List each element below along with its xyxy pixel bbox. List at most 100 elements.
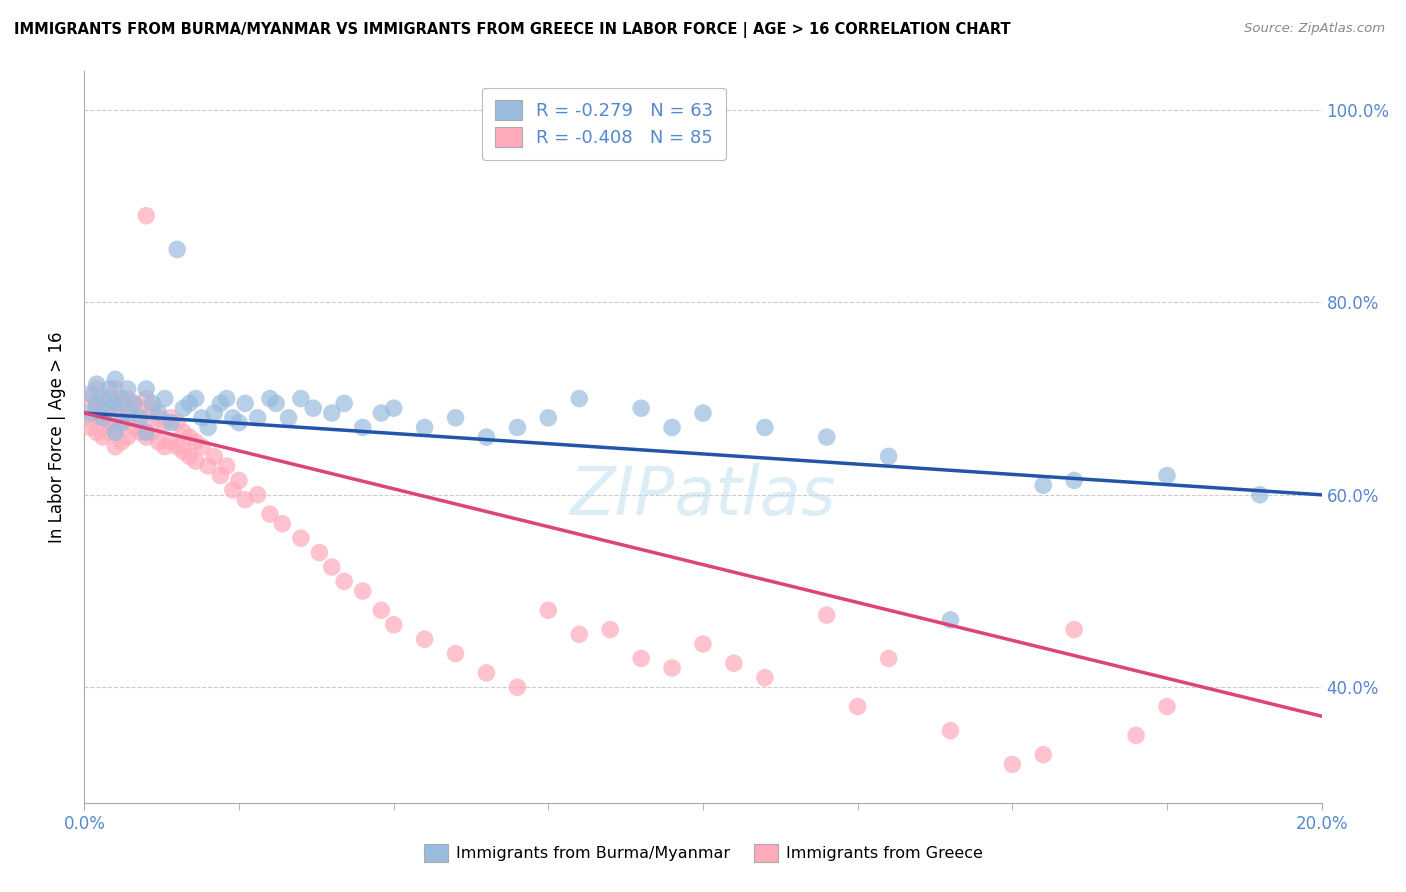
Point <box>135 425 157 440</box>
Point <box>141 401 163 416</box>
Point <box>129 401 152 416</box>
Point <box>264 396 287 410</box>
Point <box>160 416 183 430</box>
Point <box>413 420 436 434</box>
Point <box>877 651 900 665</box>
Point <box>104 396 127 410</box>
Point <box>197 420 219 434</box>
Point <box>153 392 176 406</box>
Legend: Immigrants from Burma/Myanmar, Immigrants from Greece: Immigrants from Burma/Myanmar, Immigrant… <box>418 838 988 868</box>
Point <box>444 410 467 425</box>
Point <box>333 574 356 589</box>
Point <box>191 410 214 425</box>
Point <box>321 560 343 574</box>
Point <box>117 392 139 406</box>
Point <box>104 372 127 386</box>
Point <box>79 406 101 420</box>
Point <box>104 401 127 416</box>
Point <box>117 382 139 396</box>
Point <box>91 396 114 410</box>
Point <box>1032 478 1054 492</box>
Point <box>1156 699 1178 714</box>
Point <box>215 458 238 473</box>
Point <box>110 434 132 449</box>
Point <box>122 396 145 410</box>
Point <box>184 454 207 468</box>
Point <box>179 450 201 464</box>
Point <box>104 382 127 396</box>
Point <box>129 425 152 440</box>
Point <box>222 483 245 497</box>
Point <box>91 410 114 425</box>
Point <box>246 410 269 425</box>
Point <box>475 665 498 680</box>
Point <box>568 392 591 406</box>
Point <box>370 603 392 617</box>
Point <box>444 647 467 661</box>
Point <box>228 474 250 488</box>
Point <box>413 632 436 647</box>
Point <box>382 401 405 416</box>
Point <box>141 396 163 410</box>
Point <box>209 468 232 483</box>
Point <box>271 516 294 531</box>
Point <box>104 425 127 440</box>
Point <box>172 444 194 458</box>
Point <box>333 396 356 410</box>
Point <box>122 420 145 434</box>
Point <box>184 434 207 449</box>
Text: Source: ZipAtlas.com: Source: ZipAtlas.com <box>1244 22 1385 36</box>
Point <box>166 440 188 454</box>
Point <box>117 410 139 425</box>
Point <box>475 430 498 444</box>
Point <box>197 458 219 473</box>
Point <box>352 420 374 434</box>
Point <box>135 410 157 425</box>
Point <box>723 657 745 671</box>
Point <box>153 416 176 430</box>
Point <box>86 401 108 416</box>
Point <box>86 396 108 410</box>
Point <box>506 420 529 434</box>
Point <box>537 603 560 617</box>
Point <box>79 392 101 406</box>
Point <box>222 410 245 425</box>
Point <box>135 382 157 396</box>
Point <box>117 430 139 444</box>
Point <box>91 392 114 406</box>
Point <box>754 420 776 434</box>
Point <box>104 440 127 454</box>
Point <box>228 416 250 430</box>
Point <box>370 406 392 420</box>
Point <box>160 410 183 425</box>
Point <box>104 420 127 434</box>
Point <box>86 425 108 440</box>
Point <box>135 392 157 406</box>
Point <box>172 425 194 440</box>
Point <box>86 382 108 396</box>
Point <box>110 396 132 410</box>
Point <box>352 584 374 599</box>
Point <box>939 613 962 627</box>
Point <box>1063 474 1085 488</box>
Point <box>382 617 405 632</box>
Point <box>246 488 269 502</box>
Point <box>599 623 621 637</box>
Point <box>1063 623 1085 637</box>
Point <box>1249 488 1271 502</box>
Point <box>179 396 201 410</box>
Point <box>815 430 838 444</box>
Point <box>661 420 683 434</box>
Point <box>110 416 132 430</box>
Point <box>939 723 962 738</box>
Point <box>630 651 652 665</box>
Point <box>141 425 163 440</box>
Point <box>1032 747 1054 762</box>
Point <box>166 243 188 257</box>
Point <box>86 377 108 392</box>
Point <box>877 450 900 464</box>
Point <box>135 209 157 223</box>
Point <box>117 406 139 420</box>
Point <box>202 450 225 464</box>
Point <box>79 410 101 425</box>
